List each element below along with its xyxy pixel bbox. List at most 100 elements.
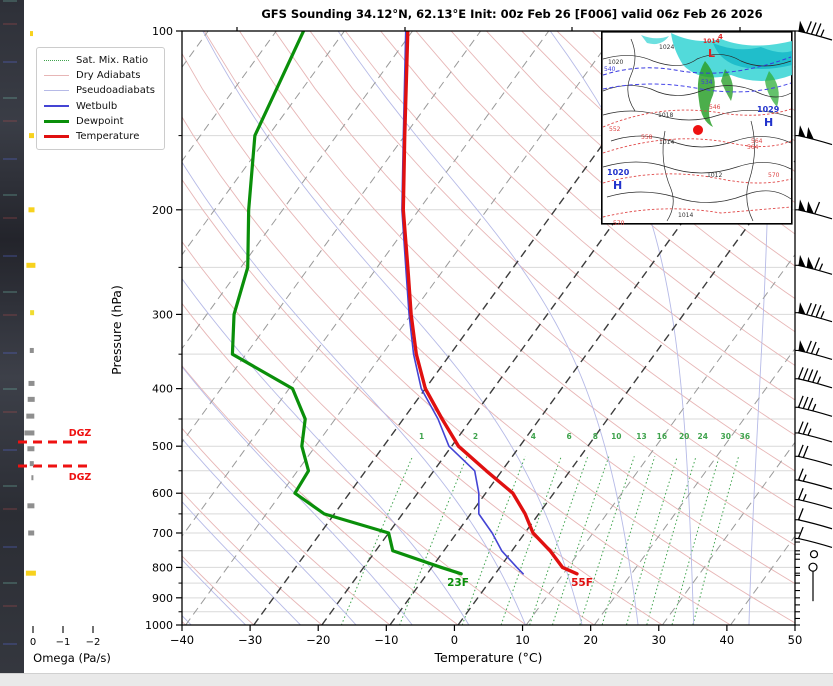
y-tick-label: 200: [152, 204, 173, 217]
legend-swatch-pseudoadiabats: [44, 90, 69, 92]
map-contour: [627, 38, 636, 112]
map-label: 1018: [658, 112, 673, 119]
mixing-ratio-label: 2: [473, 432, 478, 441]
x-axis-title: Temperature (°C): [434, 650, 543, 665]
mixing-ratio-line: [399, 456, 468, 625]
isotherm-line: [525, 253, 795, 625]
map-contour: [602, 54, 792, 67]
legend-label: Sat. Mix. Ratio: [76, 55, 149, 67]
omega-marker: [31, 475, 34, 481]
map-label: 1024: [659, 44, 674, 51]
legend-item: Wetbulb: [44, 99, 155, 114]
wind-barb: [797, 340, 833, 361]
dewpoint-curve: [230, 31, 463, 576]
isotherm-line: [185, 31, 618, 625]
map-red-contour: [602, 206, 792, 218]
dgz-annotation: DGZ DGZ: [18, 428, 91, 483]
barb-full: [806, 340, 812, 353]
y-tick-label: 700: [152, 527, 173, 540]
barb-full: [814, 257, 821, 270]
omega-marker: [29, 461, 34, 467]
sounding-location-marker: [693, 125, 703, 135]
pseudoadiabat-line: [202, 31, 583, 625]
mixing-ratio-line: [692, 456, 740, 625]
x-tick-label: 0: [451, 633, 458, 647]
wind-barb: [797, 444, 833, 466]
barb-half: [802, 474, 807, 482]
omega-marker: [26, 413, 35, 419]
map-contour: [602, 161, 792, 174]
x-tick-label: 30: [651, 633, 666, 647]
isotherm-line: [182, 31, 413, 350]
legend-swatch-wetbulb: [44, 105, 69, 108]
legend-item: Pseudoadiabats: [44, 83, 155, 98]
map-label: 540: [604, 66, 616, 73]
mixing-ratio-line: [500, 456, 562, 625]
barb-full: [815, 304, 822, 317]
y-tick-label: 1000: [145, 619, 173, 632]
sounding-curves: [230, 31, 579, 576]
mixing-ratio-line: [671, 456, 720, 625]
barb-full: [802, 396, 809, 409]
barb-full: [797, 444, 804, 457]
isotherm-line: [182, 31, 550, 538]
isotherm-line: [799, 31, 833, 625]
isotherm-line: [661, 441, 795, 625]
dry-adiabat-line: [203, 31, 795, 585]
barb-pennant: [798, 20, 806, 33]
inset-weather-map: 1014 L4 1020 1024 540 534 546 1018 552 558 1014 102…: [601, 31, 793, 225]
legend-label: Dry Adiabats: [76, 70, 141, 82]
wind-barb: [797, 302, 833, 323]
barb-full: [810, 22, 817, 35]
map-label: H: [613, 179, 622, 192]
x-tick-label: −10: [374, 633, 398, 647]
barb-pennant: [798, 254, 806, 267]
barb-full: [807, 369, 814, 382]
y-tick-label: 300: [152, 308, 173, 321]
barb-half: [807, 428, 812, 436]
map-contour: [602, 85, 792, 98]
barb-staff: [797, 135, 833, 146]
chart-title: GFS Sounding 34.12°N, 62.13°E Init: 00z …: [261, 7, 763, 21]
map-contour: [746, 120, 755, 222]
legend: Sat. Mix. Ratio Dry Adiabats Pseudoadiabat…: [36, 47, 166, 151]
omega-panel: 0 −1 −2 Omega (Pa/s): [24, 31, 111, 665]
wind-barb: [808, 562, 818, 602]
wind-barb: [797, 508, 833, 530]
isotherm-line: [593, 347, 795, 625]
legend-item: Dry Adiabats: [44, 68, 155, 83]
calm-wind-icon: [809, 550, 819, 559]
map-label: 564: [751, 138, 763, 145]
barb-full: [797, 367, 804, 380]
mixing-ratio-label: 24: [697, 432, 707, 441]
pseudoadiabat-line: [182, 559, 247, 625]
wind-barb: [797, 421, 833, 443]
barb-half: [802, 494, 807, 502]
calm-wind-icon: [808, 562, 818, 572]
wind-barb: [797, 526, 833, 549]
dry-adiabat-line: [182, 52, 795, 624]
sounding-figure: GFS Sounding 34.12°N, 62.13°E Init: 00z …: [18, 0, 833, 673]
map-label: H: [764, 116, 773, 129]
mixing-ratio-label: 6: [567, 432, 572, 441]
barb-full: [797, 395, 804, 408]
omega-marker: [24, 430, 35, 436]
barb-full: [810, 341, 817, 354]
mixing-ratio-line: [625, 456, 678, 625]
barb-staff: [797, 519, 833, 530]
pseudoadiabat-line: [748, 31, 769, 625]
barb-full: [802, 422, 809, 435]
dry-adiabat-line: [450, 31, 795, 333]
dry-adiabat-line: [486, 31, 795, 300]
omega-marker: [30, 31, 33, 37]
mixing-ratio-label: 30: [721, 432, 731, 441]
omega-axis-title: Omega (Pa/s): [33, 651, 111, 665]
barb-staff: [797, 349, 833, 361]
mixing-ratio-label: 4: [531, 432, 536, 441]
x-tick-label: −20: [306, 633, 330, 647]
barb-half: [815, 347, 820, 355]
dry-adiabat-line: [182, 241, 596, 625]
barb-full: [797, 526, 804, 539]
mixing-ratio-label: 10: [611, 432, 621, 441]
